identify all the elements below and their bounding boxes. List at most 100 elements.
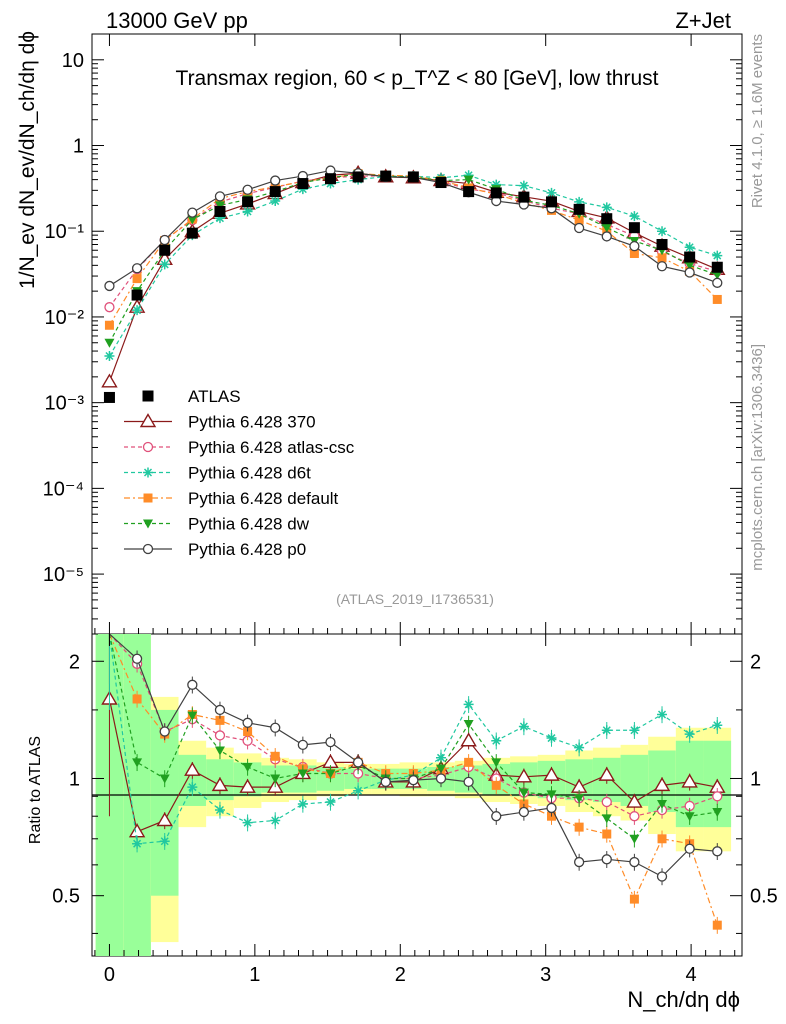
- ratio-point: [211, 776, 229, 792]
- ratio-point: [712, 808, 723, 818]
- ratio-point: [601, 814, 612, 824]
- ratio-point: [242, 763, 253, 773]
- ratio-point: [184, 761, 201, 776]
- ratio-point: [214, 704, 226, 716]
- series-point: [657, 226, 668, 237]
- y-tick-label-ratio: 0.5: [52, 886, 80, 908]
- series-point: [214, 191, 226, 202]
- ratio-point: [712, 720, 723, 731]
- data-point: [186, 227, 198, 239]
- ratio-point: [463, 776, 474, 788]
- y-tick-label-main: 1: [73, 136, 84, 158]
- series-point: [629, 211, 640, 222]
- series-point: [132, 274, 142, 284]
- ratio-point: [352, 757, 364, 768]
- data-point: [269, 186, 281, 198]
- ratio-point: [243, 727, 253, 737]
- ratio-point: [712, 791, 723, 802]
- ratio-point: [435, 752, 446, 763]
- series-line: [108, 175, 718, 308]
- ratio-point: [325, 736, 336, 748]
- series-point: [684, 242, 695, 253]
- series-point: [629, 240, 640, 252]
- series-point: [601, 202, 612, 213]
- series-point: [463, 175, 474, 185]
- x-tick-label: 4: [686, 964, 697, 986]
- y-tick-label-main: 10⁻⁵: [43, 564, 84, 586]
- main-plot-marks: [101, 164, 726, 403]
- data-point: [435, 177, 447, 189]
- ratio-point: [657, 834, 667, 844]
- legend-entry-label: ATLAS: [188, 387, 241, 406]
- data-point: [546, 196, 558, 208]
- legend: ATLAS Pythia 6.428 370 Pythia 6.428 atlas-…: [124, 387, 355, 559]
- data-point: [656, 239, 668, 251]
- ratio-series-line: [108, 633, 718, 840]
- ratio-point: [629, 856, 640, 868]
- y-tick-label-main: 10⁻²: [45, 307, 85, 329]
- ratio-point: [159, 836, 170, 847]
- ratio-point: [270, 751, 280, 761]
- series-point: [159, 259, 170, 270]
- ratio-point: [270, 722, 281, 733]
- ratio-point: [460, 732, 477, 747]
- series-point: [242, 184, 253, 195]
- data-point: [242, 196, 254, 208]
- ratio-point: [518, 721, 529, 732]
- y-tick-label-ratio: 1: [69, 768, 80, 790]
- series-point: [214, 201, 225, 211]
- ratio-point: [598, 766, 615, 781]
- y-tick-label-main: 10⁻¹: [45, 221, 85, 243]
- y-axis-label-ratio: Ratio to ATLAS: [27, 736, 44, 844]
- series-point: [187, 215, 198, 225]
- ratio-point: [601, 725, 612, 736]
- ratio-point: [408, 775, 419, 786]
- data-point: [324, 173, 336, 185]
- data-point: [601, 213, 613, 225]
- ratio-point: [601, 796, 612, 808]
- series-point: [270, 175, 281, 186]
- legend-marker: [142, 441, 154, 453]
- ratio-point: [515, 768, 533, 783]
- analysis-id: (ATLAS_2019_I1736531): [336, 591, 494, 607]
- ratio-point: [132, 758, 143, 768]
- ratio-point: [491, 758, 502, 768]
- ratio-point: [242, 817, 253, 828]
- ratio-point: [681, 773, 698, 788]
- y-tick-label-ratio-right: 0.5: [750, 886, 778, 908]
- ratio-point: [629, 811, 640, 822]
- legend-marker: [143, 493, 153, 503]
- data-point: [684, 251, 696, 263]
- ratio-point: [518, 806, 530, 818]
- ratio-point: [629, 894, 639, 904]
- ratio-point: [435, 773, 447, 784]
- ratio-point: [546, 802, 557, 814]
- ratio-point: [491, 735, 502, 746]
- x-tick-label: 3: [540, 964, 551, 986]
- data-point: [628, 222, 640, 234]
- ratio-point: [132, 694, 142, 704]
- x-tick-label: 2: [395, 964, 406, 986]
- series-point: [104, 320, 114, 330]
- ratio-point: [712, 920, 722, 930]
- legend-marker: [143, 519, 153, 529]
- ratio-point: [574, 822, 584, 832]
- ratio-point: [653, 776, 671, 792]
- series-point: [214, 213, 225, 224]
- ratio-point: [546, 733, 557, 744]
- ratio-point: [684, 729, 695, 740]
- ratio-point: [325, 797, 336, 808]
- y-axis-label-main: 1/N_ev dN_ev/dN_ch/dη dϕ: [16, 31, 39, 289]
- ratio-point: [657, 799, 668, 809]
- series-point: [574, 215, 584, 225]
- ratio-point: [270, 815, 281, 826]
- legend-entry-label: Pythia 6.428 default: [188, 489, 339, 508]
- ratio-point: [297, 739, 309, 751]
- ratio-point: [657, 709, 668, 720]
- ratio-point: [270, 774, 281, 784]
- ratio-point: [325, 769, 336, 779]
- series-point: [684, 267, 695, 278]
- ratio-point: [626, 793, 643, 808]
- ratio-point: [546, 790, 557, 800]
- legend-entry-label: Pythia 6.428 d6t: [188, 464, 311, 483]
